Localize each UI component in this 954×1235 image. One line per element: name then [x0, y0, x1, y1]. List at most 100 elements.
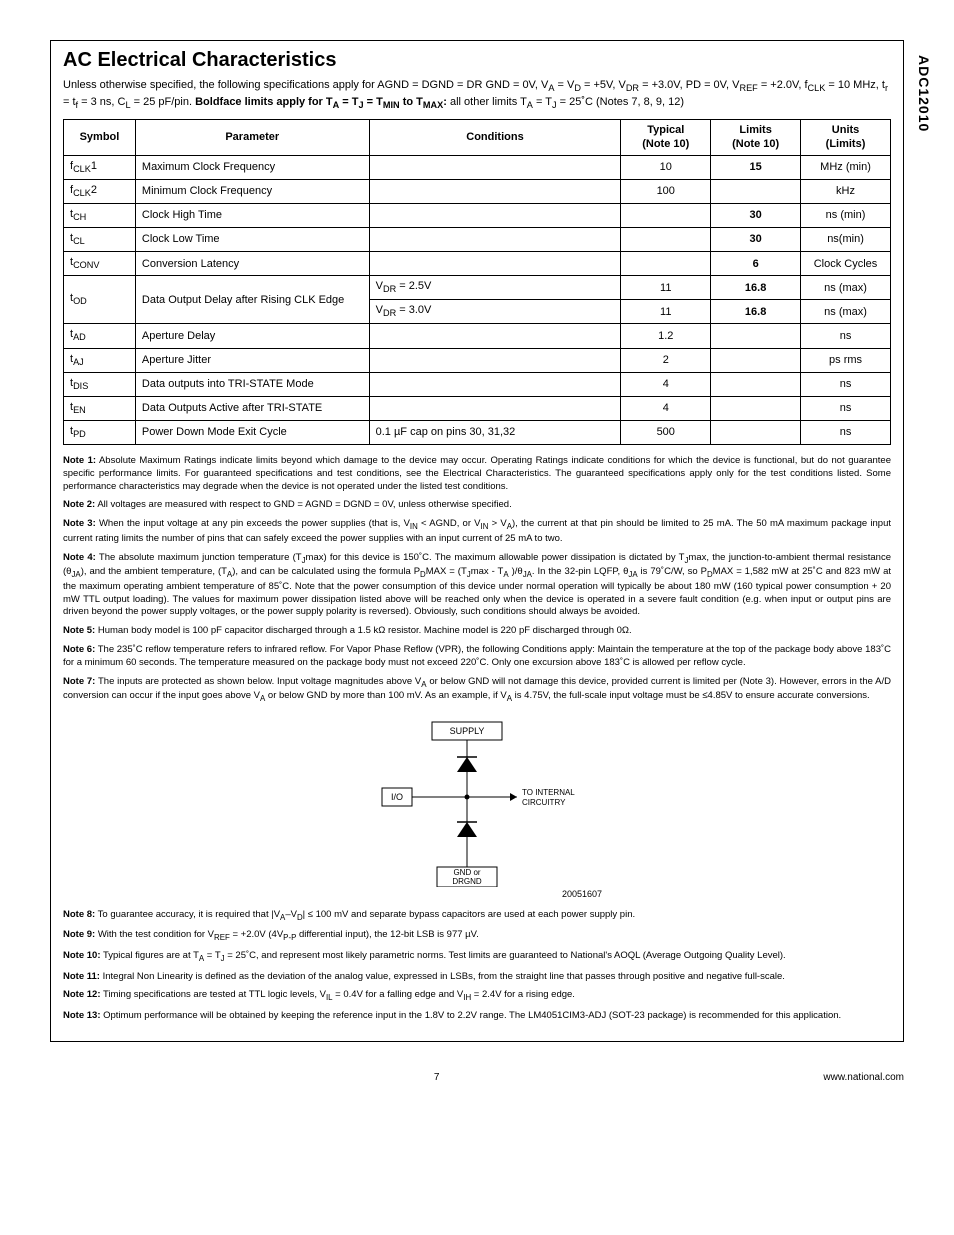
- th-limits: Limits (Note 10): [711, 120, 801, 156]
- cell-typ: 11: [621, 276, 711, 300]
- cell-unit: ns (min): [801, 203, 891, 227]
- page-footer: 7 www.national.com: [50, 1072, 904, 1083]
- cell-symbol: tOD: [64, 276, 136, 324]
- cell-lim: [711, 420, 801, 444]
- cell-typ: [621, 203, 711, 227]
- cell-param: Data Output Delay after Rising CLK Edge: [135, 276, 369, 324]
- cell-param: Aperture Jitter: [135, 348, 369, 372]
- cell-param: Minimum Clock Frequency: [135, 179, 369, 203]
- cell-param: Data Outputs Active after TRI-STATE: [135, 396, 369, 420]
- cell-lim: 30: [711, 228, 801, 252]
- cell-cond: [369, 324, 621, 348]
- cell-cond: VDR = 2.5V: [369, 276, 621, 300]
- intro-text: Unless otherwise specified, the followin…: [63, 78, 891, 111]
- svg-text:GND or: GND or: [453, 868, 480, 877]
- note: Note 13: Optimum performance will be obt…: [63, 1010, 891, 1023]
- cell-typ: 100: [621, 179, 711, 203]
- cell-unit: ns: [801, 420, 891, 444]
- cell-symbol: tEN: [64, 396, 136, 420]
- page-number: 7: [434, 1072, 440, 1083]
- cell-unit: ps rms: [801, 348, 891, 372]
- cell-symbol: tCONV: [64, 252, 136, 276]
- cell-typ: 10: [621, 155, 711, 179]
- cell-param: Aperture Delay: [135, 324, 369, 348]
- th-typical: Typical (Note 10): [621, 120, 711, 156]
- cell-cond: [369, 203, 621, 227]
- cell-lim: 16.8: [711, 276, 801, 300]
- cell-cond: 0.1 µF cap on pins 30, 31,32: [369, 420, 621, 444]
- cell-lim: 15: [711, 155, 801, 179]
- cell-param: Clock High Time: [135, 203, 369, 227]
- note: Note 6: The 235˚C reflow temperature ref…: [63, 644, 891, 670]
- cell-symbol: tAD: [64, 324, 136, 348]
- cell-param: Clock Low Time: [135, 228, 369, 252]
- cell-param: Power Down Mode Exit Cycle: [135, 420, 369, 444]
- content-border: AC Electrical Characteristics Unless oth…: [50, 40, 904, 1042]
- note: Note 2: All voltages are measured with r…: [63, 499, 891, 512]
- cell-lim: 30: [711, 203, 801, 227]
- cell-lim: [711, 324, 801, 348]
- note: Note 11: Integral Non Linearity is defin…: [63, 971, 891, 984]
- page-title: AC Electrical Characteristics: [63, 49, 891, 72]
- cell-lim: [711, 372, 801, 396]
- cell-unit: ns (max): [801, 300, 891, 324]
- note: Note 12: Timing specifications are teste…: [63, 989, 891, 1004]
- cell-typ: 2: [621, 348, 711, 372]
- cell-symbol: tCH: [64, 203, 136, 227]
- cell-cond: [369, 228, 621, 252]
- th-symbol: Symbol: [64, 120, 136, 156]
- cell-unit: MHz (min): [801, 155, 891, 179]
- cell-typ: 500: [621, 420, 711, 444]
- cell-cond: [369, 372, 621, 396]
- cell-lim: [711, 396, 801, 420]
- cell-lim: [711, 348, 801, 372]
- cell-typ: 1.2: [621, 324, 711, 348]
- cell-unit: ns(min): [801, 228, 891, 252]
- diagram-internal-label: TO INTERNAL CIRCUITRY: [522, 788, 577, 807]
- cell-cond: [369, 155, 621, 179]
- cell-typ: 4: [621, 372, 711, 396]
- cell-cond: [369, 179, 621, 203]
- cell-lim: [711, 179, 801, 203]
- cell-symbol: tAJ: [64, 348, 136, 372]
- cell-unit: ns: [801, 372, 891, 396]
- cell-unit: ns (max): [801, 276, 891, 300]
- cell-unit: ns: [801, 324, 891, 348]
- cell-typ: 4: [621, 396, 711, 420]
- cell-symbol: tCL: [64, 228, 136, 252]
- diagram-id: 20051607: [352, 889, 602, 899]
- note: Note 3: When the input voltage at any pi…: [63, 518, 891, 545]
- cell-param: Data outputs into TRI-STATE Mode: [135, 372, 369, 396]
- cell-lim: 6: [711, 252, 801, 276]
- cell-cond: [369, 252, 621, 276]
- cell-typ: [621, 252, 711, 276]
- notes-block-2: Note 8: To guarantee accuracy, it is req…: [63, 909, 891, 1023]
- cell-unit: ns: [801, 396, 891, 420]
- note: Note 5: Human body model is 100 pF capac…: [63, 625, 891, 638]
- note: Note 1: Absolute Maximum Ratings indicat…: [63, 455, 891, 493]
- cell-param: Conversion Latency: [135, 252, 369, 276]
- th-conditions: Conditions: [369, 120, 621, 156]
- cell-cond: [369, 348, 621, 372]
- cell-param: Maximum Clock Frequency: [135, 155, 369, 179]
- cell-symbol: fCLK1: [64, 155, 136, 179]
- cell-typ: [621, 228, 711, 252]
- note: Note 4: The absolute maximum junction te…: [63, 552, 891, 620]
- footer-url: www.national.com: [823, 1072, 904, 1083]
- cell-symbol: tPD: [64, 420, 136, 444]
- side-part-number: ADC12010: [916, 55, 932, 132]
- cell-symbol: tDIS: [64, 372, 136, 396]
- note: Note 9: With the test condition for VREF…: [63, 929, 891, 944]
- cell-unit: kHz: [801, 179, 891, 203]
- protection-diagram: SUPPLY I/O TO INTERNAL CIRCUITRY GND or …: [362, 717, 592, 887]
- note: Note 10: Typical figures are at TA = TJ …: [63, 950, 891, 965]
- note: Note 8: To guarantee accuracy, it is req…: [63, 909, 891, 924]
- notes-block-1: Note 1: Absolute Maximum Ratings indicat…: [63, 455, 891, 705]
- cell-lim: 16.8: [711, 300, 801, 324]
- spec-table: Symbol Parameter Conditions Typical (Not…: [63, 119, 891, 445]
- svg-text:I/O: I/O: [391, 792, 403, 802]
- svg-text:SUPPLY: SUPPLY: [450, 726, 485, 736]
- th-units: Units (Limits): [801, 120, 891, 156]
- note: Note 7: The inputs are protected as show…: [63, 676, 891, 705]
- svg-text:DRGND: DRGND: [452, 877, 482, 886]
